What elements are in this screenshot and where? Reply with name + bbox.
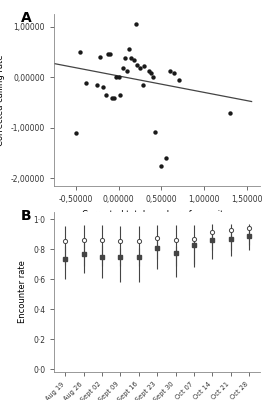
Point — [121, 65, 125, 71]
Point — [101, 84, 105, 90]
Point — [138, 65, 142, 71]
Point — [104, 92, 108, 98]
Point — [168, 68, 172, 74]
X-axis label: Corrected total number of parasites: Corrected total number of parasites — [82, 210, 233, 218]
Point — [228, 110, 232, 116]
Point — [123, 55, 128, 61]
Text: A: A — [21, 10, 32, 24]
Point — [127, 46, 131, 53]
Point — [172, 70, 176, 76]
Y-axis label: Corrected calling rate: Corrected calling rate — [0, 54, 5, 146]
Point — [98, 54, 102, 60]
Point — [129, 55, 134, 61]
Point — [73, 130, 78, 136]
Point — [112, 95, 117, 102]
Point — [152, 129, 157, 135]
Point — [95, 82, 99, 88]
Point — [134, 21, 138, 27]
Point — [118, 92, 122, 98]
Point — [117, 74, 121, 80]
Point — [149, 70, 153, 76]
Point — [151, 74, 155, 80]
Point — [78, 49, 82, 55]
Point — [106, 51, 111, 58]
Point — [108, 51, 112, 58]
Point — [164, 155, 168, 161]
Point — [114, 74, 118, 80]
Point — [125, 68, 129, 74]
Point — [142, 63, 146, 69]
Point — [159, 162, 164, 169]
Text: B: B — [21, 209, 32, 223]
Point — [146, 68, 151, 74]
Point — [140, 82, 145, 88]
Point — [132, 56, 136, 63]
Point — [135, 61, 140, 68]
Point — [109, 95, 114, 102]
Point — [84, 80, 88, 86]
Point — [176, 76, 181, 83]
Y-axis label: Encounter rate: Encounter rate — [18, 260, 27, 324]
